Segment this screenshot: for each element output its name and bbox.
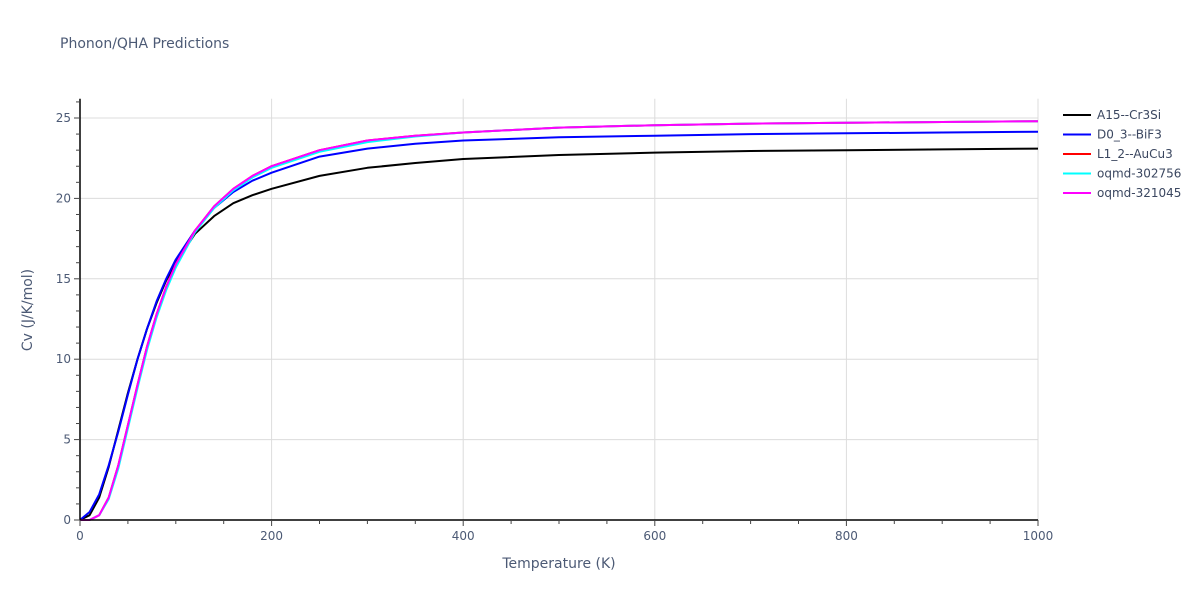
svg-text:oqmd-321045: oqmd-321045 (1097, 186, 1181, 200)
data-lines (79, 120, 1039, 521)
chart-title: Phonon/QHA Predictions (60, 36, 230, 52)
legend-item[interactable]: L1_2--AuCu3 (1063, 147, 1173, 161)
legend-item[interactable]: A15--Cr3Si (1063, 108, 1161, 122)
x-axis-title: Temperature (K) (501, 556, 615, 572)
svg-text:oqmd-302756: oqmd-302756 (1097, 167, 1181, 181)
y-tick-label: 10 (56, 352, 71, 366)
svg-text:L1_2--AuCu3: L1_2--AuCu3 (1097, 147, 1173, 161)
series-line-4 (80, 120, 1039, 521)
x-tick-label: 0 (76, 529, 84, 543)
legend-item[interactable]: oqmd-302756 (1063, 167, 1181, 181)
x-tick-label: 800 (835, 529, 858, 543)
series-line-3 (80, 120, 1039, 521)
y-tick-label: 5 (63, 433, 71, 447)
y-tick-label: 25 (56, 111, 71, 125)
axes: 0 200 400 600 800 1000 0 5 10 15 20 25 (56, 98, 1054, 543)
legend-item[interactable]: D0_3--BiF3 (1063, 128, 1162, 142)
series-line-1 (79, 130, 1039, 521)
x-tick-label: 400 (452, 529, 475, 543)
legend-item[interactable]: oqmd-321045 (1063, 186, 1181, 200)
y-tick-label: 0 (63, 513, 71, 527)
svg-text:D0_3--BiF3: D0_3--BiF3 (1097, 128, 1162, 142)
gridlines (80, 98, 1039, 520)
svg-text:A15--Cr3Si: A15--Cr3Si (1097, 108, 1161, 122)
x-tick-label: 600 (643, 529, 666, 543)
y-tick-label: 15 (56, 272, 71, 286)
series-line-2 (80, 120, 1039, 521)
legend: A15--Cr3Si D0_3--BiF3 L1_2--AuCu3 oqmd-3027… (1063, 108, 1181, 200)
y-axis-title: Cv (J/K/mol) (20, 269, 36, 351)
x-tick-label: 1000 (1023, 529, 1054, 543)
series-line-0 (79, 147, 1039, 521)
x-tick-label: 200 (260, 529, 283, 543)
y-tick-label: 20 (56, 191, 71, 205)
